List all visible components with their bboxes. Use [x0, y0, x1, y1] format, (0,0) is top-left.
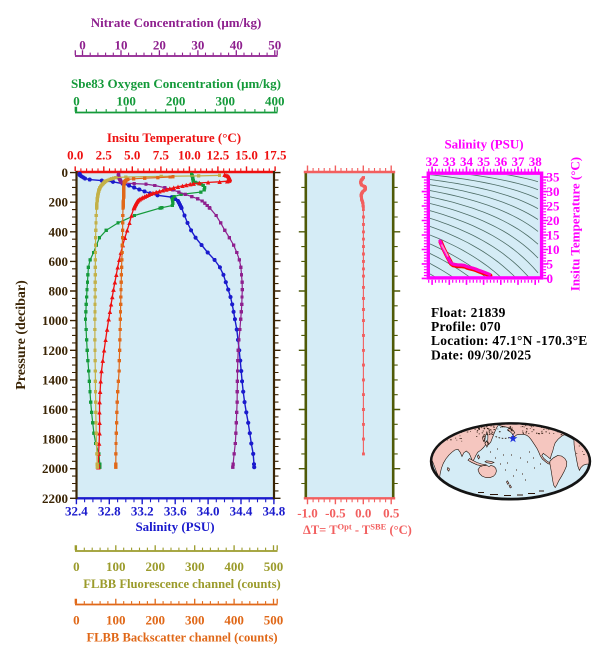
svg-text:34.0: 34.0 — [197, 504, 220, 519]
svg-text:Salinity (PSU): Salinity (PSU) — [135, 519, 214, 534]
svg-text:38: 38 — [529, 154, 543, 169]
svg-text:200: 200 — [166, 94, 186, 109]
svg-text:-0.5: -0.5 — [325, 506, 346, 521]
svg-text:10.0: 10.0 — [178, 148, 201, 163]
svg-text:2200: 2200 — [42, 491, 68, 506]
svg-text:33: 33 — [443, 154, 457, 169]
svg-text:1400: 1400 — [42, 372, 68, 387]
svg-text:Salinity (PSU): Salinity (PSU) — [444, 137, 523, 152]
svg-text:FLBB Fluorescence channel (cou: FLBB Fluorescence channel (counts) — [83, 577, 280, 591]
svg-text:36: 36 — [494, 154, 508, 169]
svg-text:5: 5 — [547, 256, 554, 271]
svg-text:300: 300 — [185, 559, 205, 574]
svg-text:Date: 09/30/2025: Date: 09/30/2025 — [431, 347, 531, 362]
svg-text:100: 100 — [106, 613, 126, 628]
svg-text:400: 400 — [49, 224, 69, 239]
svg-text:30: 30 — [191, 38, 204, 53]
svg-text:0: 0 — [73, 559, 80, 574]
svg-text:200: 200 — [145, 613, 165, 628]
svg-text:33.2: 33.2 — [131, 504, 154, 519]
svg-text:30: 30 — [547, 184, 560, 199]
svg-text:33.6: 33.6 — [164, 504, 187, 519]
svg-text:35: 35 — [547, 170, 561, 185]
svg-text:34.8: 34.8 — [263, 504, 286, 519]
svg-text:-1.0: -1.0 — [297, 506, 318, 521]
svg-text:Pressure (decibar): Pressure (decibar) — [14, 280, 29, 390]
svg-text:20: 20 — [547, 213, 560, 228]
svg-text:Sbe83 Oxygen Concentration (μm: Sbe83 Oxygen Concentration (μm/kg) — [71, 76, 281, 91]
svg-text:1600: 1600 — [42, 402, 68, 417]
svg-text:1800: 1800 — [42, 432, 68, 447]
svg-text:10: 10 — [547, 242, 560, 257]
svg-text:15: 15 — [547, 228, 561, 243]
svg-text:Float: 21839: Float: 21839 — [431, 305, 506, 320]
svg-text:17.5: 17.5 — [264, 148, 287, 163]
svg-text:5.0: 5.0 — [124, 148, 140, 163]
svg-text:500: 500 — [264, 613, 284, 628]
svg-text:12.5: 12.5 — [207, 148, 230, 163]
svg-text:0.0: 0.0 — [355, 506, 371, 521]
svg-text:Insitu Temperature (°C): Insitu Temperature (°C) — [107, 130, 241, 145]
svg-text:Nitrate Concentration (μm/kg): Nitrate Concentration (μm/kg) — [91, 15, 262, 30]
svg-text:0.0: 0.0 — [67, 148, 83, 163]
svg-text:10: 10 — [115, 38, 128, 53]
svg-text:1200: 1200 — [42, 343, 68, 358]
svg-text:0: 0 — [73, 94, 80, 109]
svg-text:400: 400 — [224, 613, 244, 628]
svg-text:34.4: 34.4 — [230, 504, 253, 519]
svg-text:0: 0 — [62, 165, 69, 180]
svg-text:20: 20 — [153, 38, 166, 53]
svg-text:7.5: 7.5 — [153, 148, 170, 163]
svg-text:800: 800 — [49, 284, 69, 299]
svg-text:ΔT= TOpt - TSBE (°C): ΔT= TOpt - TSBE (°C) — [303, 522, 412, 538]
svg-text:25: 25 — [547, 199, 561, 214]
svg-text:37: 37 — [512, 154, 526, 169]
svg-text:1000: 1000 — [42, 313, 68, 328]
svg-text:35: 35 — [477, 154, 491, 169]
svg-text:0.5: 0.5 — [383, 506, 400, 521]
svg-text:34: 34 — [460, 154, 474, 169]
svg-text:400: 400 — [224, 559, 244, 574]
svg-text:200: 200 — [49, 195, 69, 210]
svg-text:15.0: 15.0 — [235, 148, 258, 163]
svg-text:Location: 47.1°N -170.3°E: Location: 47.1°N -170.3°E — [431, 333, 588, 348]
svg-text:100: 100 — [116, 94, 136, 109]
svg-text:2.5: 2.5 — [96, 148, 113, 163]
svg-text:200: 200 — [145, 559, 165, 574]
svg-text:32: 32 — [426, 154, 439, 169]
svg-text:400: 400 — [265, 94, 285, 109]
svg-text:0: 0 — [73, 613, 80, 628]
svg-text:40: 40 — [230, 38, 243, 53]
svg-text:300: 300 — [185, 613, 205, 628]
svg-text:0: 0 — [547, 271, 554, 286]
svg-text:32.4: 32.4 — [65, 504, 88, 519]
svg-text:32.8: 32.8 — [98, 504, 121, 519]
svg-text:50: 50 — [268, 38, 281, 53]
svg-text:100: 100 — [106, 559, 126, 574]
svg-text:500: 500 — [264, 559, 284, 574]
svg-text:FLBB Backscatter channel (coun: FLBB Backscatter channel (counts) — [86, 631, 277, 645]
svg-text:600: 600 — [49, 254, 69, 269]
svg-text:2000: 2000 — [42, 461, 68, 476]
svg-text:Profile: 070: Profile: 070 — [431, 319, 501, 334]
svg-text:300: 300 — [215, 94, 235, 109]
svg-text:0: 0 — [79, 38, 86, 53]
svg-text:Insitu Temperature (°C): Insitu Temperature (°C) — [568, 157, 583, 291]
